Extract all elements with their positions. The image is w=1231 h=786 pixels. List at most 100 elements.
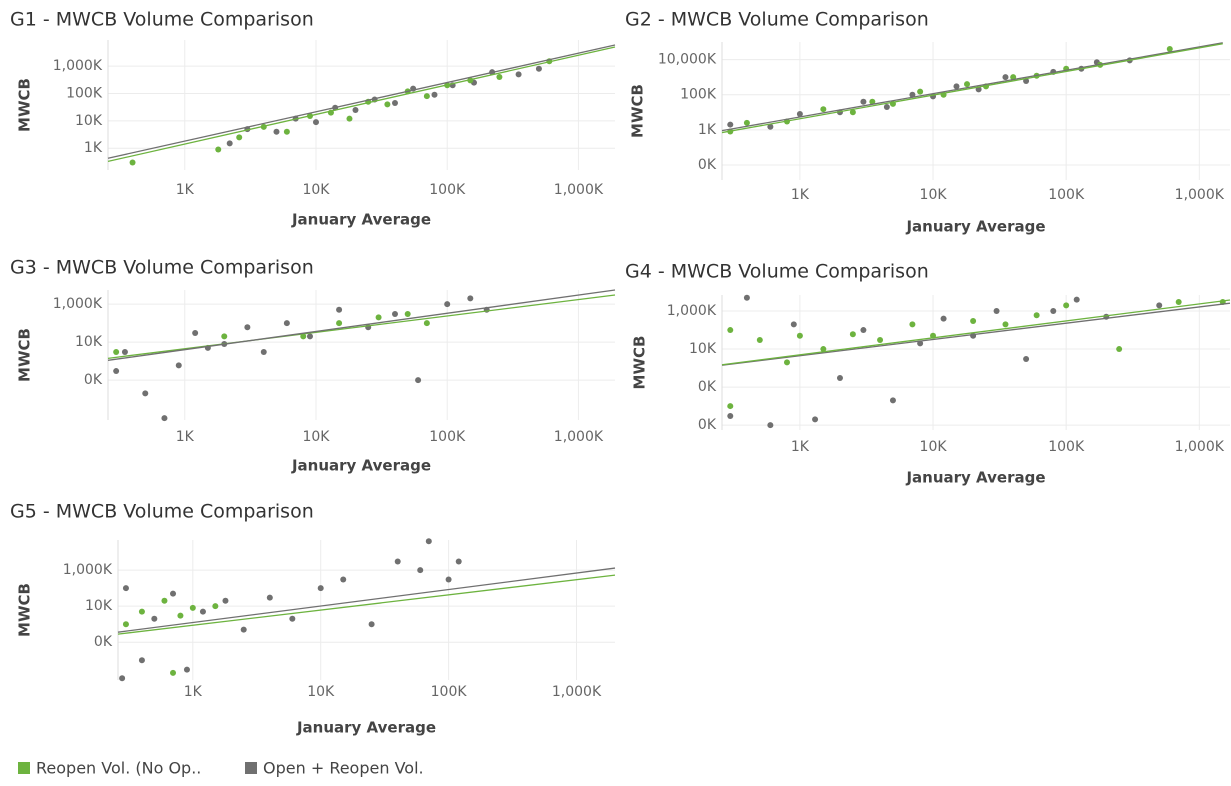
x-axis-label: January Average — [291, 457, 431, 475]
point — [283, 128, 290, 135]
point — [970, 317, 977, 324]
trend-line — [721, 299, 1231, 366]
x-tick-label: 1K — [791, 187, 810, 203]
trend-line — [107, 44, 616, 159]
x-tick-label: 10K — [307, 684, 335, 700]
y-tick-label: 1,000K — [53, 58, 103, 74]
y-tick-label: 0K — [698, 417, 717, 433]
point — [727, 413, 734, 420]
point — [199, 608, 206, 615]
point — [417, 567, 424, 574]
point — [306, 333, 313, 340]
point — [121, 349, 128, 356]
point — [1002, 321, 1009, 328]
point — [767, 422, 774, 429]
point — [1156, 302, 1163, 309]
point — [849, 331, 856, 338]
x-tick-label: 1K — [176, 182, 195, 198]
x-tick-label: 100K — [1048, 439, 1085, 455]
y-axis-label: MWCB — [16, 78, 34, 132]
y-tick-label: 1K — [84, 140, 103, 156]
point — [445, 576, 452, 583]
point — [226, 140, 233, 147]
point — [425, 538, 432, 545]
point — [119, 675, 126, 682]
y-axis-label: MWCB — [16, 583, 34, 637]
point — [221, 333, 228, 340]
x-tick-label: 100K — [429, 182, 466, 198]
point — [151, 615, 158, 622]
point — [820, 106, 827, 113]
chart-title: G1 - MWCB Volume Comparison — [10, 9, 314, 31]
point — [767, 123, 774, 130]
point — [796, 332, 803, 339]
x-tick-label: 1,000K — [1175, 187, 1225, 203]
point — [183, 666, 190, 673]
point — [138, 608, 145, 615]
point — [222, 597, 229, 604]
point — [1002, 74, 1009, 81]
y-tick-label: 100K — [66, 85, 103, 101]
legend-swatch — [18, 762, 30, 774]
point — [467, 295, 474, 302]
x-tick-label: 100K — [429, 429, 466, 445]
point — [283, 320, 290, 327]
point — [273, 128, 280, 135]
x-tick-label: 10K — [920, 187, 948, 203]
x-tick-label: 10K — [302, 429, 330, 445]
point — [142, 390, 149, 397]
point — [368, 621, 375, 628]
y-tick-label: 0K — [94, 634, 113, 650]
y-tick-label: 100K — [680, 87, 717, 103]
point — [161, 415, 168, 422]
point — [415, 377, 422, 384]
point — [161, 597, 168, 604]
point — [860, 327, 867, 334]
point — [1023, 355, 1030, 362]
point — [244, 324, 251, 331]
x-tick-label: 1K — [184, 684, 203, 700]
y-tick-label: 0K — [698, 379, 717, 395]
point — [391, 99, 398, 106]
point — [1023, 78, 1030, 85]
point — [964, 81, 971, 88]
chart-title: G3 - MWCB Volume Comparison — [10, 257, 314, 279]
point — [289, 615, 296, 622]
trend-line — [107, 294, 616, 359]
trend-line — [107, 46, 616, 163]
point — [849, 109, 856, 116]
point — [189, 604, 196, 611]
y-tick-label: 10K — [75, 113, 103, 129]
point — [796, 110, 803, 117]
point — [812, 416, 819, 423]
point — [727, 121, 734, 128]
trend-line — [721, 43, 1223, 134]
point — [352, 106, 359, 113]
point — [317, 585, 324, 592]
point — [138, 657, 145, 664]
point — [215, 146, 222, 153]
point — [535, 65, 542, 72]
point — [340, 576, 347, 583]
legend-swatch — [245, 762, 257, 774]
point — [391, 311, 398, 318]
point — [1175, 298, 1182, 305]
y-tick-label: 10K — [75, 334, 103, 350]
point — [790, 321, 797, 328]
y-tick-label: 1K — [698, 122, 717, 138]
point — [346, 115, 353, 122]
point — [783, 359, 790, 366]
point — [170, 669, 177, 676]
point — [170, 590, 177, 597]
point — [260, 349, 267, 356]
point — [177, 612, 184, 619]
point — [113, 368, 120, 375]
x-tick-label: 1,000K — [1175, 439, 1225, 455]
point — [192, 330, 199, 337]
point — [860, 98, 867, 105]
legend-label: Reopen Vol. (No Op.. — [36, 759, 201, 778]
point — [496, 74, 503, 81]
point — [756, 336, 763, 343]
point — [122, 585, 129, 592]
